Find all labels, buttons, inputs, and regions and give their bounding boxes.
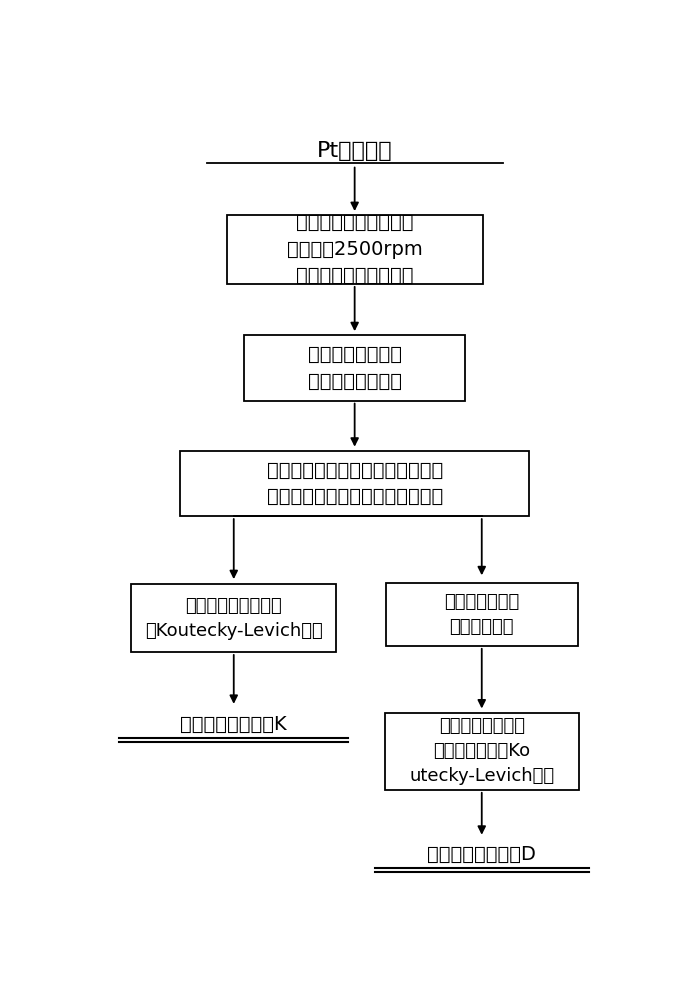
Bar — [385, 583, 578, 646]
Text: 取拟合直线的斜率
和运动粘度带入Ko
utecky-Levich方程: 取拟合直线的斜率 和运动粘度带入Ko utecky-Levich方程 — [409, 717, 554, 785]
Text: 不同圆盘电极转速
阳极极化曲线测试: 不同圆盘电极转速 阳极极化曲线测试 — [308, 345, 401, 391]
Bar — [244, 335, 465, 401]
Text: 取拟合直线的截距带
入Koutecky-Levich方程: 取拟合直线的截距带 入Koutecky-Levich方程 — [145, 597, 322, 640]
Text: 获得反应速率常数K: 获得反应速率常数K — [181, 715, 287, 734]
Bar — [227, 215, 482, 284]
Text: Pt圆盘电极: Pt圆盘电极 — [317, 141, 392, 161]
Bar — [181, 451, 529, 516]
Text: 获得反应扩散系数D: 获得反应扩散系数D — [428, 845, 536, 864]
Text: 使用旋转粘度件
测试运动粘度: 使用旋转粘度件 测试运动粘度 — [444, 593, 520, 636]
Text: 置于碱性待测溶液中，
转速调至2500rpm
（清除圆盘表面气泡）: 置于碱性待测溶液中， 转速调至2500rpm （清除圆盘表面气泡） — [286, 213, 423, 285]
Bar — [385, 713, 579, 790]
Text: 取极化曲线电流的倒数与圆盘旋转
角速度平方根的倒数进行线性拟合: 取极化曲线电流的倒数与圆盘旋转 角速度平方根的倒数进行线性拟合 — [266, 461, 443, 506]
Bar — [131, 584, 336, 652]
